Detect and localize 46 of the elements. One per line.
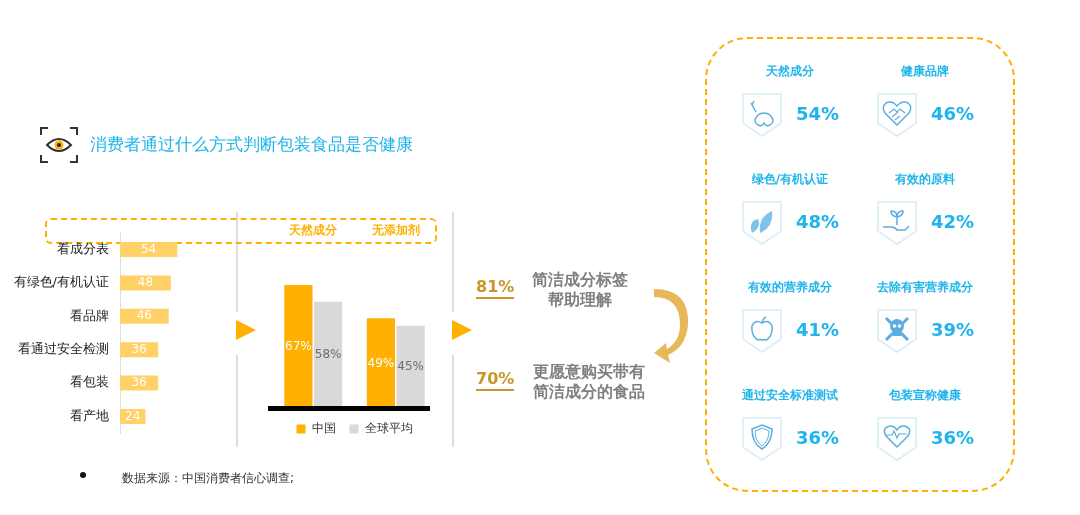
- data-label: 24: [125, 408, 141, 423]
- category-label: 天然成分: [765, 63, 815, 80]
- data-label: 36: [131, 341, 147, 356]
- data-label: 42%: [931, 211, 975, 232]
- bar: [313, 301, 343, 409]
- category-label: 简洁成分标签帮助理解: [531, 270, 629, 310]
- category-label: 更愿意购买带有简洁成分的食品: [532, 362, 646, 402]
- data-label: 36%: [931, 427, 975, 448]
- bar: [396, 325, 425, 409]
- data-label: 41%: [796, 319, 840, 340]
- category-label: 通过安全标准测试: [741, 387, 839, 404]
- data-label: 48%: [796, 211, 840, 232]
- data-label: 48: [137, 275, 154, 290]
- category-label: 包装宣称健康: [888, 387, 962, 404]
- y-tick-label: 看包装: [70, 374, 109, 390]
- category-label: 有效的营养成分: [747, 279, 833, 296]
- data-label: 67%: [285, 339, 312, 354]
- data-label: 45%: [397, 359, 424, 374]
- data-label: 36: [131, 375, 147, 390]
- data-label: 46%: [931, 103, 975, 124]
- legend-label: 全球平均: [364, 421, 413, 436]
- y-tick-label: 看产地: [70, 407, 109, 423]
- bar: [120, 241, 178, 258]
- bar: [284, 284, 313, 409]
- data-label: 81%: [476, 277, 515, 299]
- y-tick-label: 有绿色/有机认证: [13, 274, 109, 290]
- data-label: 54%: [796, 103, 840, 124]
- x-tick-label: 无添加剂: [370, 223, 420, 238]
- legend-label: 中国: [311, 421, 336, 436]
- category-label: 健康品牌: [900, 63, 950, 80]
- category-label: 有效的原料: [894, 171, 956, 188]
- data-label: 36%: [796, 427, 840, 448]
- data-label: 46: [136, 308, 153, 323]
- category-label: 绿色/有机认证: [750, 171, 830, 188]
- data-label: 54: [140, 241, 157, 256]
- data-label: 70%: [476, 369, 515, 391]
- text: 消费者通过什么方式判断包装食品是否健康: [90, 133, 413, 156]
- data-label: 49%: [367, 355, 395, 370]
- data-label: 39%: [931, 319, 975, 340]
- y-tick-label: 看品牌: [70, 307, 109, 323]
- data-label: 58%: [314, 347, 342, 362]
- bar: [366, 318, 396, 409]
- category-label: 去除有害营养成分: [876, 279, 974, 296]
- source-note: 数据来源：中国消费者信心调查;: [122, 470, 295, 487]
- y-tick-label: 看成分表: [57, 240, 109, 256]
- y-tick-label: 看通过安全检测: [18, 341, 109, 357]
